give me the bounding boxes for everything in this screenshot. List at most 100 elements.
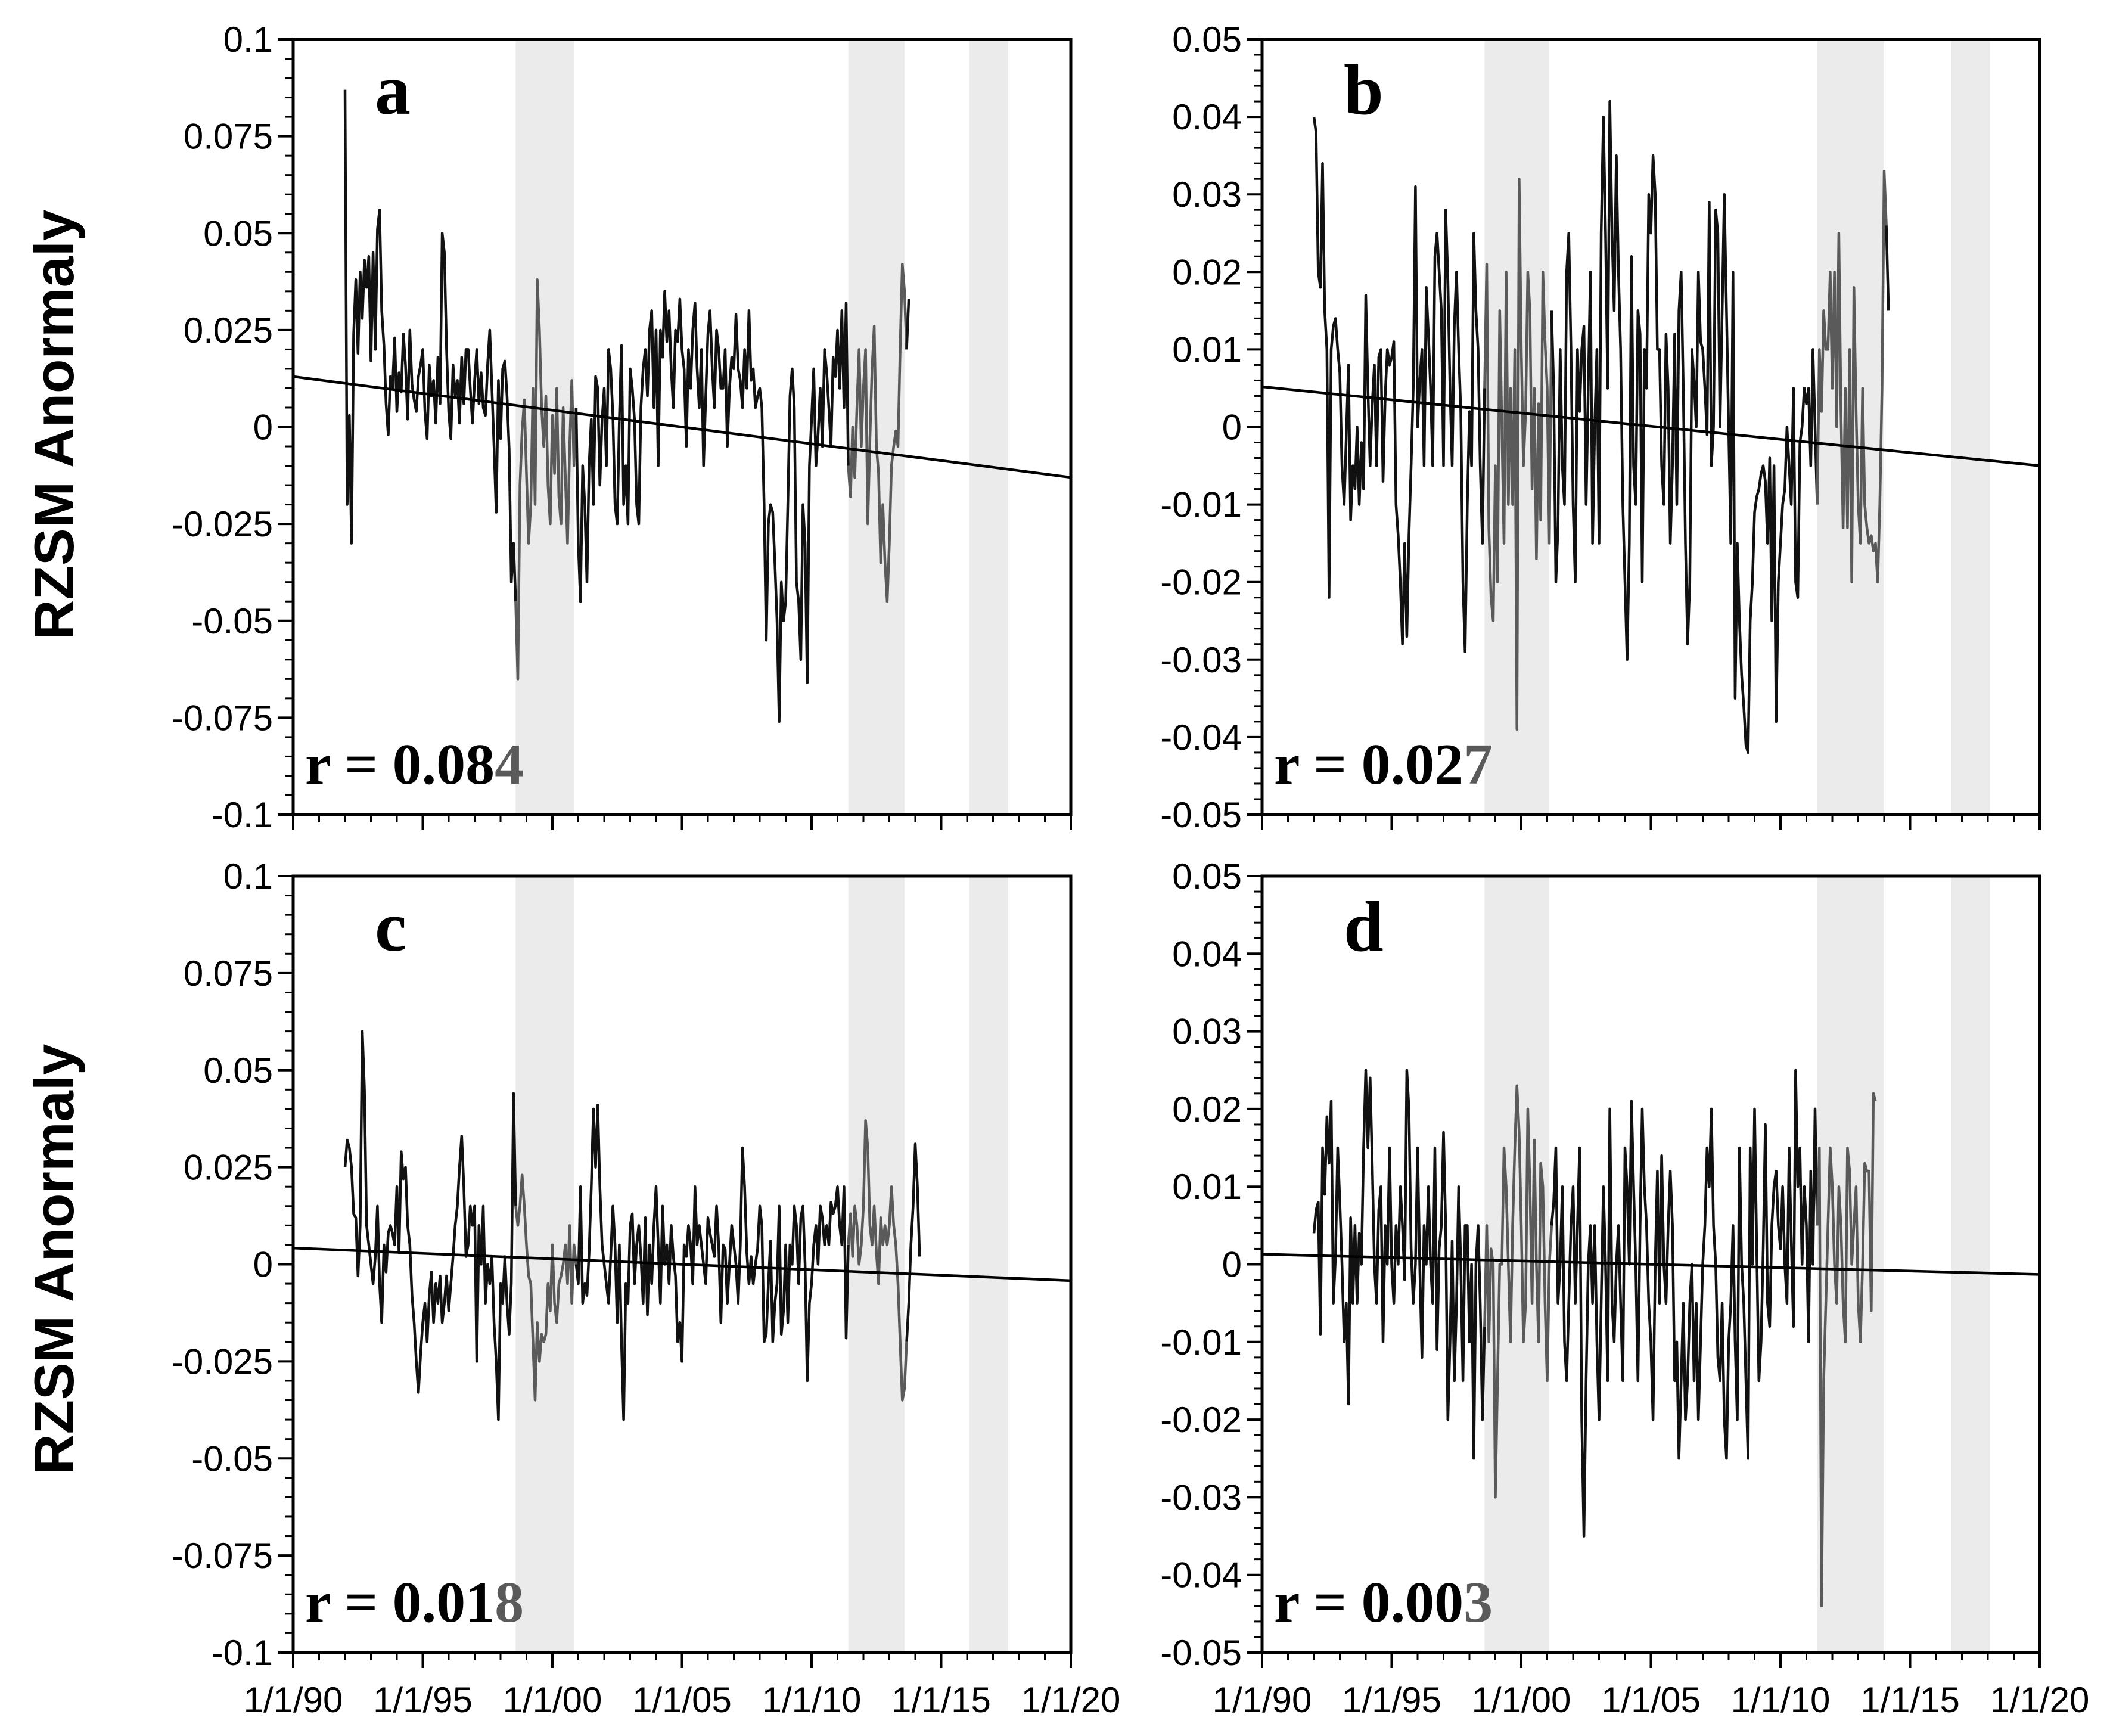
panel-c-series-segment [343, 1030, 517, 1421]
panel-b-x-ticks [1261, 815, 2041, 830]
panel-d-series-segment [1816, 1092, 1877, 1608]
panel-a-trend-line [293, 375, 1071, 479]
panel-b-correlation-last-digit: 7 [1463, 732, 1493, 797]
panel-d-y-tick-label: 0.05 [1172, 856, 1242, 896]
panel-a-y-tick-label: -0.075 [172, 698, 273, 738]
panel-b-series-segment [1816, 169, 1888, 583]
panel-a-series-segment [514, 278, 578, 681]
panel-d-x-tick-label: 1/1/10 [1731, 1680, 1831, 1720]
panel-a-x-ticks [292, 815, 1072, 830]
panel-a-y-ticks: 0.1 0.075 0.05 0.025 0 -0.025 -0.05 -0.075 -0.1 [172, 20, 293, 835]
panel-c-y-tick-label: 0.075 [184, 954, 273, 993]
panel-d-y-tick-label: 0.01 [1172, 1167, 1242, 1207]
panel-d-y-tick-label: 0 [1222, 1245, 1242, 1285]
panel-c-y-tick-label: -0.1 [212, 1633, 273, 1673]
panel-a-shaded-period-3 [969, 39, 1008, 815]
panel-c: 0.1 0.075 0.05 0.025 0 -0.025 -0.05 -0.075 -0.1 1… [172, 856, 1121, 1720]
panel-d-y-tick-label: -0.02 [1160, 1400, 1242, 1440]
panel-d-correlation-text: r = 0.00 [1274, 1570, 1463, 1635]
panel-c-letter: c [375, 887, 406, 966]
panel-d-letter: d [1344, 887, 1384, 966]
panel-d-x-tick-label: 1/1/05 [1601, 1680, 1701, 1720]
panel-c-x-tick-label: 1/1/05 [632, 1680, 732, 1720]
panel-a-y-tick-label: -0.025 [172, 504, 273, 544]
panel-c-y-tick-label: 0.025 [184, 1148, 273, 1188]
panel-d: 0.05 0.04 0.03 0.02 0.01 0 -0.01 -0.02 -0.03 -0.0… [1160, 856, 2089, 1720]
panel-a-series-segment [905, 299, 910, 350]
panel-c-y-tick-label: -0.05 [191, 1439, 273, 1479]
panel-c-correlation-last-digit: 8 [495, 1570, 524, 1635]
panel-a-y-tick-label: 0.05 [203, 213, 273, 253]
panel-a-letter: a [375, 50, 411, 129]
panel-b-y-tick-label: 0.02 [1172, 252, 1242, 292]
panel-b-y-tick-label: 0 [1222, 408, 1242, 448]
panel-c-series-segment [514, 1173, 578, 1402]
panel-c-series-segment [574, 1104, 850, 1421]
panel-b-correlation-text: r = 0.02 [1274, 732, 1463, 797]
panel-b-y-tick-label: -0.03 [1160, 640, 1242, 680]
panel-a-correlation-label: r = 0.084 [305, 732, 524, 797]
panel-b-series-segment [1885, 225, 1890, 311]
panel-b-series-segment [1550, 100, 1819, 754]
y-axis-label-bottom: RZSM Anormaly [23, 1044, 85, 1475]
panels: 0.1 0.075 0.05 0.025 0 -0.025 -0.05 -0.075 -0.1 a… [172, 20, 2090, 1720]
panel-c-series-segment [905, 1142, 921, 1342]
panel-d-y-tick-label: 0.04 [1172, 934, 1242, 974]
panel-c-x-tick-label: 1/1/90 [244, 1680, 343, 1720]
panel-d-x-tick-label: 1/1/90 [1213, 1680, 1312, 1720]
panel-c-y-tick-label: 0.1 [223, 856, 273, 896]
panel-c-x-tick-label: 1/1/15 [891, 1680, 991, 1720]
panel-c-correlation-label: r = 0.018 [305, 1570, 524, 1635]
panel-b-y-tick-label: 0.04 [1172, 97, 1242, 137]
panel-b-y-tick-label: 0.01 [1172, 330, 1242, 369]
panel-b-y-ticks: 0.05 0.04 0.03 0.02 0.01 0 -0.01 -0.02 -0.03 -0.0… [1160, 20, 1262, 835]
panel-b-shaded-period-3 [1951, 39, 1990, 815]
panel-d-trend-line [1261, 1253, 2040, 1276]
panel-a-y-tick-label: 0 [253, 408, 273, 448]
panel-b-y-tick-label: 0.03 [1172, 175, 1242, 215]
panel-d-series-line [1312, 1069, 1877, 1608]
panel-d-y-tick-label: 0.02 [1172, 1089, 1242, 1129]
panel-c-x-ticks: 1/1/90 1/1/95 1/1/00 1/1/05 1/1/10 1/1/15 1/1/… [244, 1653, 1120, 1720]
panel-d-y-tick-label: -0.04 [1160, 1555, 1242, 1595]
panel-b-y-tick-label: 0.05 [1172, 20, 1242, 60]
panel-d-y-tick-label: -0.05 [1160, 1633, 1242, 1673]
panel-d-correlation-last-digit: 3 [1463, 1570, 1493, 1635]
panel-c-y-tick-label: -0.025 [172, 1341, 273, 1381]
panel-a-y-tick-label: -0.1 [212, 795, 273, 835]
panel-a-y-tick-label: -0.05 [191, 601, 273, 641]
y-axis-label-top: RZSM Anormaly [23, 210, 85, 641]
panel-a-y-tick-label: 0.075 [184, 117, 273, 157]
panel-d-y-ticks: 0.05 0.04 0.03 0.02 0.01 0 -0.01 -0.02 -0.03 -0.0… [1160, 856, 1262, 1673]
panel-a-y-tick-label: 0.1 [223, 20, 273, 60]
panel-d-series-segment [1312, 1069, 1486, 1460]
panel-a-series-segment [343, 89, 517, 602]
panel-a-y-tick-label: 0.025 [184, 310, 273, 350]
panel-c-x-tick-label: 1/1/10 [762, 1680, 862, 1720]
panel-b-letter: b [1344, 50, 1384, 129]
panel-c-y-tick-label: 0.05 [203, 1051, 273, 1091]
panel-b-series-segment [1312, 116, 1486, 654]
panel-b-y-tick-label: -0.02 [1160, 563, 1242, 603]
panel-b-series-segment [1483, 177, 1553, 731]
panel-c-series-segment [847, 1119, 908, 1402]
panel-d-y-tick-label: -0.03 [1160, 1477, 1242, 1517]
panel-d-x-tick-label: 1/1/15 [1860, 1680, 1960, 1720]
panel-c-y-tick-label: 0 [253, 1245, 273, 1285]
panel-c-series-line [343, 1030, 921, 1421]
panel-b: 0.05 0.04 0.03 0.02 0.01 0 -0.01 -0.02 -0.03 -0.0… [1160, 20, 2041, 835]
panel-d-correlation-label: r = 0.003 [1274, 1570, 1493, 1635]
panel-c-y-ticks: 0.1 0.075 0.05 0.025 0 -0.025 -0.05 -0.075 -0.1 [172, 856, 293, 1673]
panel-a: 0.1 0.075 0.05 0.025 0 -0.025 -0.05 -0.075 -0.1 a… [172, 20, 1073, 835]
panel-b-y-tick-label: -0.05 [1160, 795, 1242, 835]
panel-b-y-tick-label: -0.04 [1160, 718, 1242, 757]
panel-d-x-tick-label: 1/1/95 [1342, 1680, 1441, 1720]
panel-a-series-segment [574, 290, 850, 723]
panel-a-correlation-text: r = 0.08 [305, 732, 495, 797]
panel-d-y-tick-label: -0.01 [1160, 1322, 1242, 1362]
panel-a-series-segment [847, 263, 908, 603]
panel-c-x-tick-label: 1/1/00 [503, 1680, 602, 1720]
panel-b-correlation-label: r = 0.027 [1274, 732, 1493, 797]
panel-c-y-tick-label: -0.075 [172, 1536, 273, 1576]
